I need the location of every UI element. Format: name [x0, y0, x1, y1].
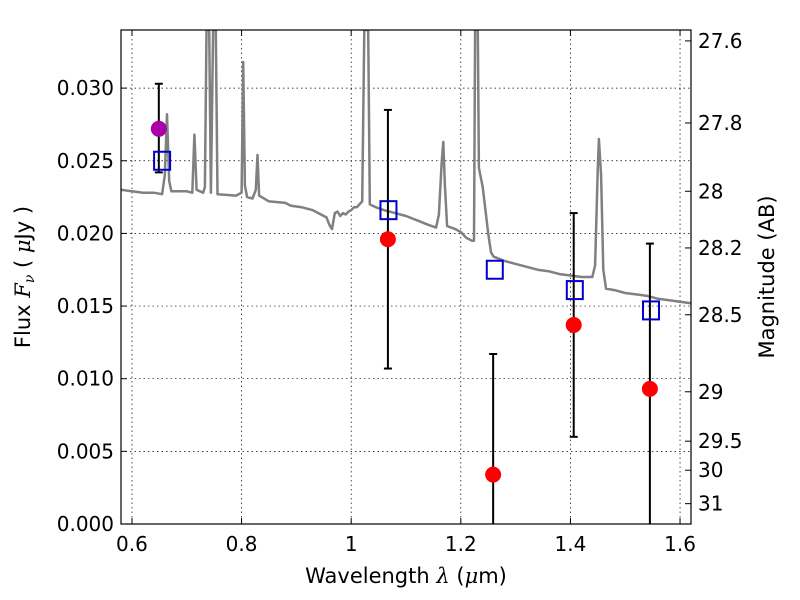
y2-tick-label: 29.5 [698, 429, 743, 453]
x-axis-label: Wavelength λ (μm) [305, 564, 507, 588]
model-band-square [153, 150, 172, 171]
plot-frame [120, 29, 692, 525]
plot-area [121, 30, 691, 305]
x-tick-label: 1.6 [664, 532, 696, 556]
y2-axis-label: Magnitude (AB) [755, 195, 779, 358]
y-tick-label: 0.025 [57, 149, 114, 173]
y-tick-label: 0.005 [57, 439, 114, 463]
marker-layer [150, 82, 660, 524]
y2-tick-label: 28.2 [698, 236, 743, 260]
y2-tick-label: 28 [698, 179, 723, 203]
y-tick-label: 0.015 [57, 294, 114, 318]
x-tick-label: 0.6 [116, 532, 148, 556]
y2-tick-label: 27.6 [698, 29, 743, 53]
y2-tick-label: 27.8 [698, 111, 743, 135]
y-tick-label: 0.020 [57, 221, 114, 245]
y-tick-label: 0.010 [57, 367, 114, 391]
detection-point [150, 120, 167, 137]
x-tick-label: 1 [345, 532, 358, 556]
flux-point [565, 316, 582, 333]
flux-point [641, 380, 658, 397]
y2-tick-label: 28.5 [698, 303, 743, 327]
model-spectrum-line [121, 30, 691, 305]
x-tick-label: 0.8 [226, 532, 258, 556]
tick-layer: 0.6 0.8 1 1.2 1.4 1.6 0.000 0.005 0.010 0.015 0.02… [57, 29, 743, 556]
model-band-square [379, 200, 398, 221]
model-band-square [565, 280, 584, 301]
y-tick-label: 0.000 [57, 512, 114, 536]
flux-point [485, 466, 502, 483]
flux-point [379, 231, 396, 248]
x-tick-label: 1.4 [555, 532, 587, 556]
y2-tick-label: 31 [698, 492, 723, 516]
x-tick-label: 1.2 [445, 532, 477, 556]
y2-tick-label: 30 [698, 458, 723, 482]
y-tick-label: 0.030 [57, 76, 114, 100]
model-band-square [485, 259, 504, 280]
model-band-square [641, 300, 660, 321]
y-axis-label: Flux Fν ( μJy ) [11, 206, 38, 348]
y2-tick-label: 29 [698, 380, 723, 404]
